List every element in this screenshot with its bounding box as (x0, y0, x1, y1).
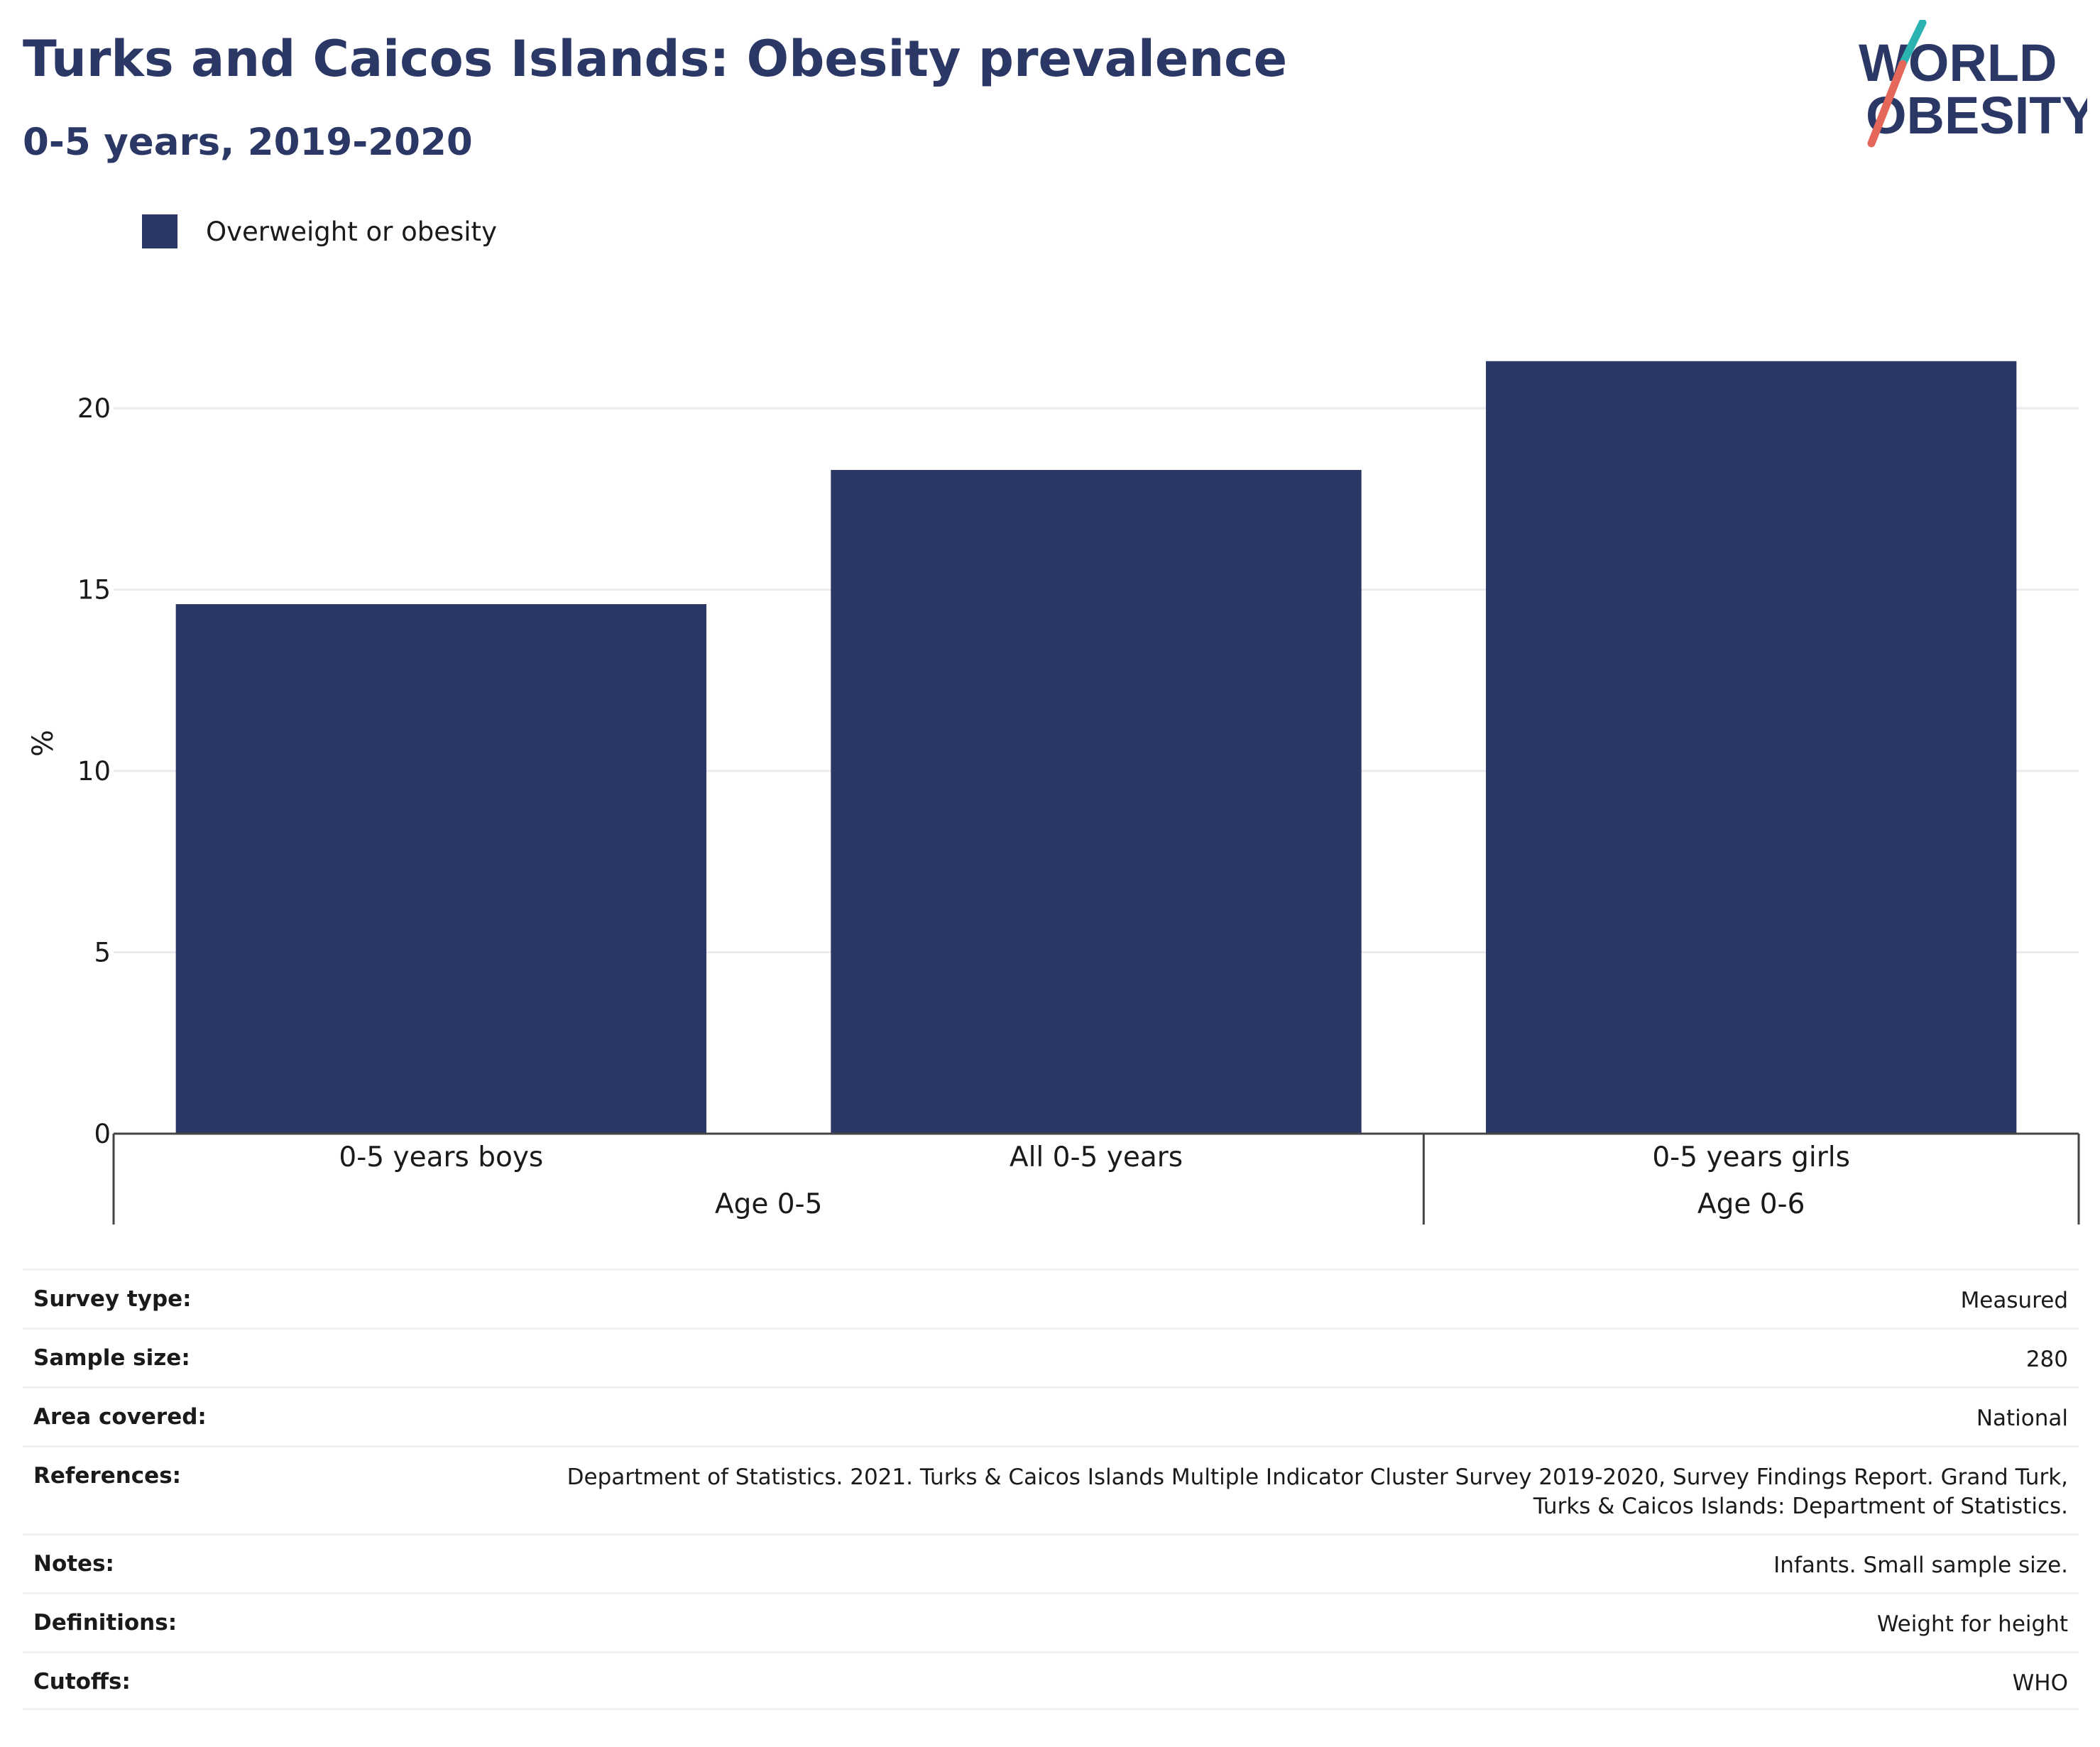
info-value: Infants. Small sample size. (1773, 1552, 2068, 1578)
bar-chart: 0 5 10 15 20% 0-5 years boys All 0-5 years 0-5 … (27, 361, 2080, 1225)
info-key: Sample size: (33, 1345, 190, 1371)
info-value: Department of Statistics. 2021. Turks & … (567, 1464, 2068, 1520)
info-value: Measured (1960, 1288, 2068, 1313)
y-axis-label: % (27, 730, 60, 757)
info-value: 280 (2025, 1347, 2068, 1372)
logo-text-line2: OBESITY (1866, 86, 2087, 145)
bar-0-5-years-boys (175, 604, 707, 1134)
info-value: WHO (2012, 1670, 2068, 1696)
logo-slash-top (1898, 20, 1927, 68)
chart-subtitle: 0-5 years, 2019-2020 (23, 121, 473, 164)
info-row: Survey type: Measured (23, 1269, 2079, 1327)
info-value: National (1976, 1406, 2068, 1431)
y-tick-label: 5 (94, 938, 111, 968)
info-key: Cutoffs: (33, 1669, 131, 1694)
legend: Overweight or obesity (142, 213, 497, 250)
info-row: Definitions: Weight for height (23, 1592, 2079, 1651)
info-key: Area covered: (33, 1404, 207, 1430)
x-tick-label: All 0-5 years (1010, 1141, 1183, 1173)
x-tick-label: 0-5 years boys (339, 1141, 543, 1173)
y-tick-label: 10 (77, 756, 111, 787)
info-row: Cutoffs: WHO (23, 1651, 2079, 1710)
info-key: Survey type: (33, 1286, 192, 1312)
bar-0-5-years-girls (1485, 361, 2017, 1134)
world-obesity-logo: WORLD OBESITY (1859, 20, 2087, 148)
info-key: References: (33, 1463, 182, 1489)
info-row: Notes: Infants. Small sample size. (23, 1533, 2079, 1592)
info-key: Notes: (33, 1551, 114, 1577)
y-tick-label: 20 (77, 393, 111, 424)
x-tick-label: 0-5 years girls (1652, 1141, 1850, 1173)
info-row: References: Department of Statistics. 202… (23, 1445, 2079, 1533)
chart-title: Turks and Caicos Islands: Obesity preval… (23, 30, 1288, 88)
legend-label: Overweight or obesity (206, 216, 497, 247)
bar-all-0-5-years (831, 470, 1362, 1134)
survey-info-table: Survey type: Measured Sample size: 280 Area … (23, 1269, 2079, 1710)
group-label: Age 0-6 (1697, 1188, 1805, 1220)
info-row: Area covered: National (23, 1386, 2079, 1445)
y-tick-label: 0 (94, 1119, 111, 1149)
y-tick-label: 15 (77, 575, 111, 606)
group-label: Age 0-5 (715, 1188, 823, 1220)
info-value: Weight for height (1876, 1611, 2068, 1637)
legend-swatch (142, 214, 177, 248)
info-key: Definitions: (33, 1610, 177, 1636)
logo-slash-bottom (1867, 60, 1907, 148)
info-row: Sample size: 280 (23, 1327, 2079, 1386)
